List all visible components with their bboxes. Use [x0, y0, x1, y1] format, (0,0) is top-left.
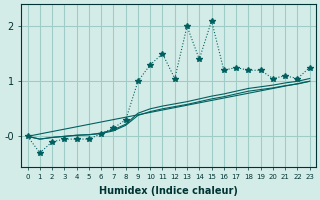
- X-axis label: Humidex (Indice chaleur): Humidex (Indice chaleur): [99, 186, 238, 196]
